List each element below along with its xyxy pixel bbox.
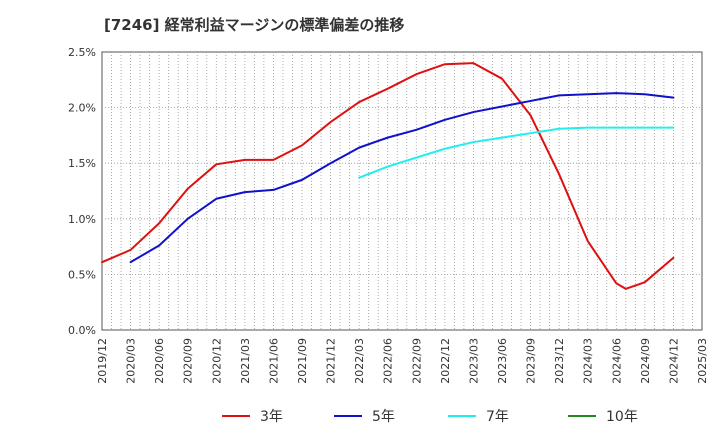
- x-tick-label: 2023/06: [496, 338, 509, 384]
- legend-item: 3年: [222, 406, 283, 426]
- legend-swatch: [334, 415, 362, 417]
- x-tick-label: 2024/09: [639, 338, 652, 384]
- y-tick-label: 1.5%: [68, 157, 96, 170]
- plot-area: [101, 51, 703, 331]
- y-tick-label: 0.0%: [68, 324, 96, 337]
- legend-swatch: [568, 415, 596, 417]
- legend-label: 3年: [260, 409, 283, 425]
- x-tick-label: 2023/09: [525, 338, 538, 384]
- legend-label: 5年: [372, 409, 395, 425]
- chart-svg: 0.0% 0.5% 1.0% 1.5% 2.0% 2.5% 2019/12 2020/03 20…: [68, 46, 709, 384]
- x-tick-label: 2024/12: [667, 338, 680, 384]
- series-line-1: [101, 62, 675, 290]
- x-tick-label: 2020/06: [153, 338, 166, 384]
- series-line-3: [358, 126, 675, 179]
- x-tick-label: 2023/12: [553, 338, 566, 384]
- x-tick-label: 2020/09: [182, 338, 195, 384]
- y-tick-label: 2.5%: [68, 46, 96, 59]
- x-tick-label: 2024/03: [582, 338, 595, 384]
- x-tick-label: 2022/09: [410, 338, 423, 384]
- x-tick-label: 2020/12: [210, 338, 223, 384]
- x-tick-label: 2024/06: [610, 338, 623, 384]
- legend-label: 7年: [486, 409, 509, 425]
- legend-label: 10年: [606, 409, 638, 425]
- x-tick-label: 2023/03: [467, 338, 480, 384]
- x-tick-label: 2022/03: [353, 338, 366, 384]
- series-line-2: [129, 92, 675, 264]
- x-tick-label: 2021/12: [325, 338, 338, 384]
- chart-title: [7246] 経常利益マージンの標準偏差の推移: [104, 16, 405, 34]
- legend-swatch: [222, 415, 250, 417]
- y-tick-label: 2.0%: [68, 102, 96, 115]
- x-tick-label: 2025/03: [696, 338, 709, 384]
- x-tick-label: 2021/06: [267, 338, 280, 384]
- legend-item: 10年: [568, 406, 638, 426]
- chart-legend: 3年 5年 7年 10年: [0, 400, 720, 430]
- x-tick-label: 2022/12: [439, 338, 452, 384]
- x-tick-label: 2019/12: [96, 338, 109, 384]
- legend-swatch: [448, 415, 476, 417]
- legend-item: 5年: [334, 406, 395, 426]
- x-tick-label: 2022/06: [382, 338, 395, 384]
- x-tick-label: 2020/03: [125, 338, 138, 384]
- x-tick-label: 2021/03: [239, 338, 252, 384]
- y-tick-label: 1.0%: [68, 213, 96, 226]
- x-tick-label: 2021/09: [296, 338, 309, 384]
- y-tick-label: 0.5%: [68, 268, 96, 281]
- legend-item: 7年: [448, 406, 509, 426]
